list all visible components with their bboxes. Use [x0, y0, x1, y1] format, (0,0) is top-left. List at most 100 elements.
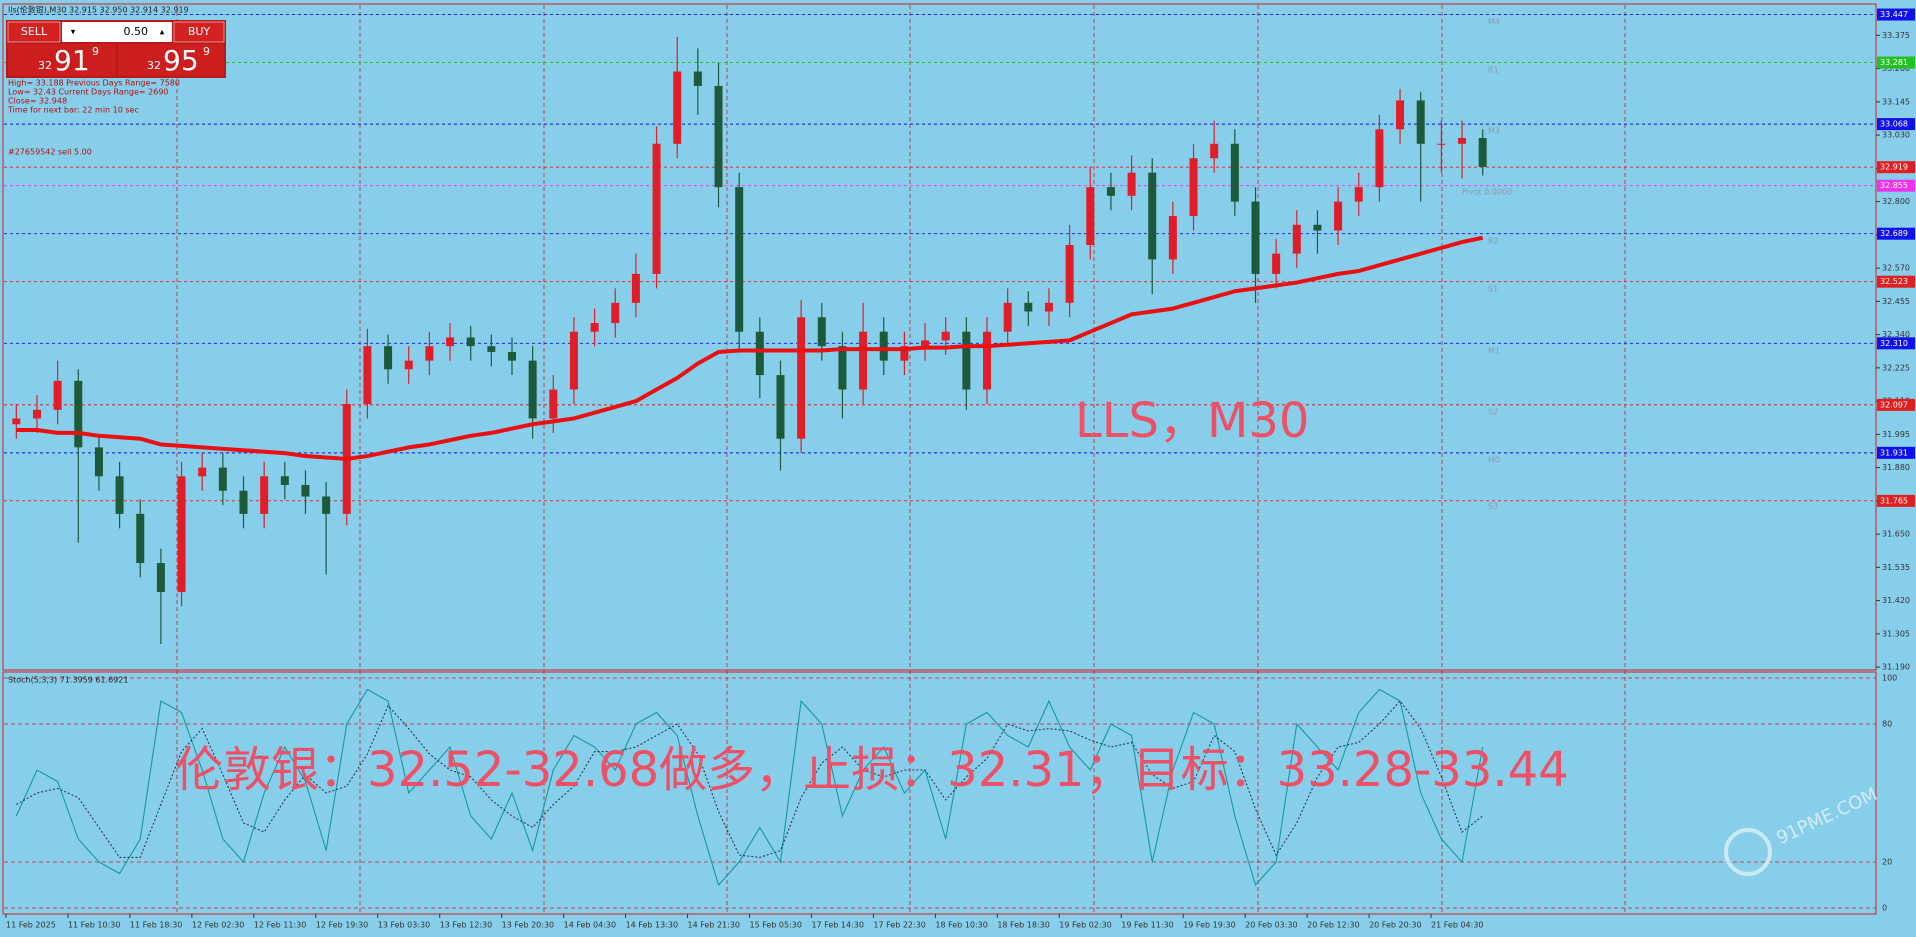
- x-tick-label: 15 Feb 05:30: [750, 921, 802, 930]
- y-tick-label: 33.145: [1882, 97, 1910, 106]
- candle-body: [983, 331, 992, 390]
- level-box: [1877, 494, 1915, 507]
- candle-body: [32, 409, 41, 419]
- stoch-title: Stoch(5,3,3) 71.3959 61.6921: [8, 676, 128, 685]
- sell-label[interactable]: SELL: [21, 25, 48, 38]
- lot-down[interactable]: ▾: [71, 28, 76, 38]
- level-box: [1877, 8, 1915, 21]
- candle-body: [1354, 187, 1363, 202]
- candle-body: [1251, 201, 1260, 274]
- candle-body: [755, 331, 764, 376]
- watermark-logo: [1724, 828, 1772, 876]
- candle-body: [859, 331, 868, 390]
- level-box: [1877, 275, 1915, 288]
- candle-body: [1065, 244, 1074, 303]
- level-label: 33.068: [1880, 120, 1908, 129]
- y-tick-label: 32.225: [1882, 363, 1910, 372]
- level-label: 32.689: [1880, 229, 1908, 238]
- ask-box: [118, 44, 224, 76]
- candle-body: [301, 484, 310, 497]
- order-label: #27659542 sell 5.00: [8, 148, 92, 157]
- y-tick-label: 0: [1882, 904, 1887, 913]
- level-box: [1877, 56, 1915, 69]
- candle-body: [425, 346, 434, 361]
- level-box: [1877, 446, 1915, 459]
- level-label: 33.281: [1880, 58, 1908, 67]
- buy-label[interactable]: BUY: [188, 25, 211, 38]
- x-tick-label: 21 Feb 04:30: [1431, 921, 1483, 930]
- level-box: [1877, 337, 1915, 350]
- pivot-label: R1: [1488, 66, 1499, 75]
- pivot-label: R2: [1488, 237, 1499, 246]
- ask-main: 95: [163, 44, 199, 77]
- candle-body: [1044, 302, 1053, 312]
- candle-body: [1003, 302, 1012, 332]
- candle-body: [652, 143, 661, 274]
- y-tick-label: 32.800: [1882, 197, 1910, 206]
- candle-body: [363, 346, 372, 404]
- lot-up[interactable]: ▴: [160, 28, 165, 38]
- candle-body: [1127, 172, 1136, 196]
- x-tick-label: 14 Feb 21:30: [688, 921, 740, 930]
- candle-body: [322, 496, 331, 514]
- candle-body: [693, 71, 702, 86]
- y-tick-label: 31.305: [1882, 629, 1910, 638]
- candle-body: [1458, 138, 1467, 144]
- stoch-line: [16, 700, 1484, 858]
- candle-body: [507, 351, 516, 361]
- candle-body: [1189, 158, 1198, 217]
- candle-body: [260, 476, 269, 514]
- sell-button[interactable]: [7, 21, 61, 43]
- trade-panel: SELL ▾ ▴ 0.50 BUY 32 91 9 32 95 9: [6, 20, 226, 78]
- candle-body: [590, 323, 599, 332]
- level-box: [1877, 179, 1915, 192]
- candle-body: [1416, 100, 1425, 144]
- candle-body: [549, 389, 558, 419]
- y-tick-label: 31.535: [1882, 563, 1910, 572]
- candle-body: [1334, 201, 1343, 231]
- candle-body: [280, 476, 289, 485]
- candle-body: [941, 331, 950, 341]
- bid-suffix: 9: [92, 45, 99, 58]
- lot-input[interactable]: [62, 22, 172, 42]
- candle-body: [1292, 224, 1301, 254]
- candle-body: [1396, 100, 1405, 130]
- y-tick-label: 31.880: [1882, 463, 1910, 472]
- candle-body: [218, 467, 227, 491]
- candle-body: [12, 418, 21, 425]
- candle-body: [94, 447, 103, 477]
- x-tick-label: 18 Feb 18:30: [997, 921, 1049, 930]
- moving-average: [16, 235, 1484, 461]
- y-tick-label: 31.650: [1882, 530, 1910, 539]
- candle-body: [74, 380, 83, 448]
- candle-body: [384, 346, 393, 370]
- annotation: LLS，M30: [1075, 393, 1309, 449]
- x-tick-label: 11 Feb 10:30: [68, 921, 120, 930]
- buy-button[interactable]: [173, 21, 225, 43]
- candle-body: [1168, 216, 1177, 260]
- pivot-label: Pivot 0.0000: [1462, 188, 1512, 197]
- level-box: [1877, 118, 1915, 131]
- candle-body: [1375, 129, 1384, 188]
- main-panel: [2, 3, 1877, 671]
- x-tick-label: 17 Feb 14:30: [811, 921, 863, 930]
- candle-body: [776, 375, 785, 439]
- candle-body: [404, 360, 413, 370]
- y-tick-label: 32.455: [1882, 297, 1910, 306]
- pivot-label: S1: [1488, 285, 1498, 294]
- candle-body: [1106, 187, 1115, 196]
- x-tick-label: 12 Feb 19:30: [316, 921, 368, 930]
- x-tick-label: 17 Feb 22:30: [873, 921, 925, 930]
- candle-body: [631, 273, 640, 303]
- lot-value[interactable]: 0.50: [124, 25, 149, 38]
- pivot-label: M3: [1488, 127, 1500, 136]
- x-tick-label: 14 Feb 04:30: [564, 921, 616, 930]
- y-tick-label: 33.260: [1882, 64, 1910, 73]
- info-line: Time for next bar: 22 min 10 sec: [7, 106, 139, 115]
- candle-body: [817, 317, 826, 347]
- candle-body: [879, 331, 888, 361]
- candle-body: [900, 346, 909, 361]
- level-label: 32.919: [1880, 163, 1908, 172]
- x-tick-label: 11 Feb 18:30: [130, 921, 182, 930]
